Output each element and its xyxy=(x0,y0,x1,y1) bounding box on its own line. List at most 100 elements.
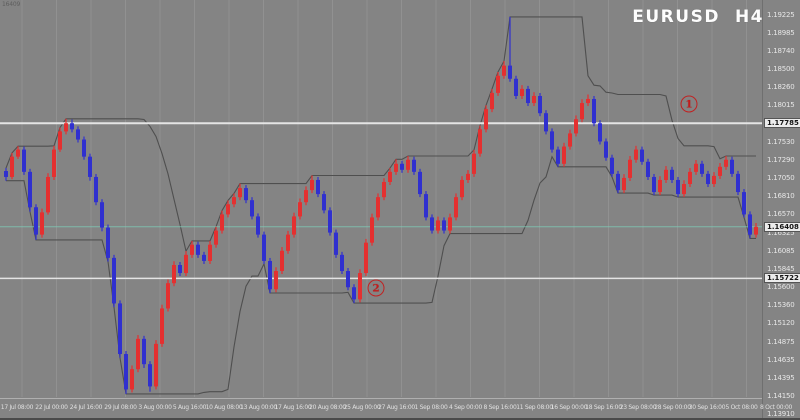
candle-body xyxy=(196,244,200,255)
candle-body xyxy=(382,181,386,198)
time-axis-label: 29 Jul 08:00 xyxy=(104,404,137,411)
candle xyxy=(484,105,488,133)
candle-body xyxy=(106,227,110,258)
candle-body xyxy=(94,176,98,203)
candle xyxy=(292,212,296,238)
time-axis-label: 16 Sep 00:00 xyxy=(550,404,588,411)
candle xyxy=(142,335,146,368)
candle xyxy=(406,155,410,173)
candle-body xyxy=(658,179,662,193)
candle xyxy=(172,261,176,287)
candle-body xyxy=(436,220,440,231)
candle xyxy=(508,16,512,82)
price-axis[interactable]: 1.19225 1.18985 1.18740 1.18500 1.18260 1.180… xyxy=(762,0,800,420)
candle xyxy=(52,145,56,180)
candle xyxy=(526,85,530,107)
candle-body xyxy=(268,260,272,290)
candle-body xyxy=(136,338,140,370)
candle xyxy=(430,214,434,234)
candle-body xyxy=(616,173,620,191)
candle-body xyxy=(334,232,338,255)
candle-body xyxy=(148,364,152,387)
candle-body xyxy=(496,75,500,93)
candle xyxy=(82,136,86,160)
candle-body xyxy=(574,119,578,134)
candle-body xyxy=(88,156,92,177)
candle xyxy=(664,166,668,183)
candle xyxy=(748,211,752,239)
candle xyxy=(460,176,464,201)
candle-body xyxy=(322,194,326,211)
time-axis-label: 8 Oct 00:00 xyxy=(760,404,792,411)
price-axis-label: 1.17530 xyxy=(767,137,795,146)
candle-body xyxy=(508,65,512,79)
candle xyxy=(646,158,650,180)
candle xyxy=(382,178,386,201)
candle-body xyxy=(64,123,68,132)
candle xyxy=(562,142,566,167)
candle-body xyxy=(520,88,524,96)
candle-body xyxy=(244,188,248,201)
annotation-circle-1[interactable]: 1 xyxy=(680,95,698,113)
candle xyxy=(148,361,152,392)
time-axis-label: 1 Sep 08:00 xyxy=(414,404,448,411)
time-axis[interactable]: 17 Jul 08:00 22 Jul 00:00 24 Jul 16:00 29 J… xyxy=(0,398,792,420)
time-axis-label: 10 Aug 08:00 xyxy=(205,404,243,411)
candle xyxy=(286,230,290,254)
candle-body xyxy=(184,254,188,274)
candle xyxy=(418,168,422,198)
price-axis-label: 1.14150 xyxy=(767,392,795,401)
corner-watermark-text: 16409 xyxy=(2,1,21,8)
candle-body xyxy=(646,161,650,177)
candle-body xyxy=(592,98,596,124)
candle-body xyxy=(70,123,74,130)
candle-body xyxy=(298,202,302,217)
candle-body xyxy=(736,173,740,193)
candle-body xyxy=(226,204,230,215)
annotation-circle-2[interactable]: 2 xyxy=(367,279,385,297)
candle xyxy=(520,85,524,99)
candle xyxy=(658,176,662,196)
candle-body xyxy=(634,149,638,160)
candle-body xyxy=(490,92,494,110)
candle-body xyxy=(466,173,470,180)
candle xyxy=(442,217,446,234)
candle xyxy=(100,199,104,232)
candle xyxy=(640,146,644,165)
candle-body xyxy=(376,197,380,218)
candle xyxy=(304,186,308,206)
candle xyxy=(250,197,254,220)
candle xyxy=(592,95,596,127)
candle-body xyxy=(694,163,698,172)
candle xyxy=(400,160,404,173)
candle-body xyxy=(664,169,668,180)
candle-body xyxy=(502,65,506,76)
candle-body xyxy=(4,171,8,177)
candle-body xyxy=(568,133,572,147)
price-axis-label: 1.16570 xyxy=(767,210,795,219)
candle xyxy=(70,119,74,133)
candle xyxy=(136,335,140,373)
candle xyxy=(154,340,158,390)
candle xyxy=(364,238,368,277)
candle-body xyxy=(514,78,518,96)
candle-body xyxy=(418,171,422,195)
candle xyxy=(112,254,116,308)
candle-body xyxy=(730,159,734,174)
candle-body xyxy=(448,217,452,231)
candle xyxy=(160,304,164,347)
candle-body xyxy=(532,95,536,104)
candle-body xyxy=(460,179,464,198)
symbol-title: EURUSD H4 xyxy=(632,7,764,27)
candle-body xyxy=(256,216,260,235)
time-axis-label: 8 Sep 16:00 xyxy=(483,404,517,411)
candle-body xyxy=(190,244,194,255)
candle xyxy=(28,168,32,212)
time-axis-label: 13 Aug 00:00 xyxy=(240,404,277,411)
candle xyxy=(436,216,440,234)
candle xyxy=(466,170,470,183)
candle xyxy=(580,99,584,123)
candles-series xyxy=(4,16,758,394)
candle-body xyxy=(40,212,44,235)
